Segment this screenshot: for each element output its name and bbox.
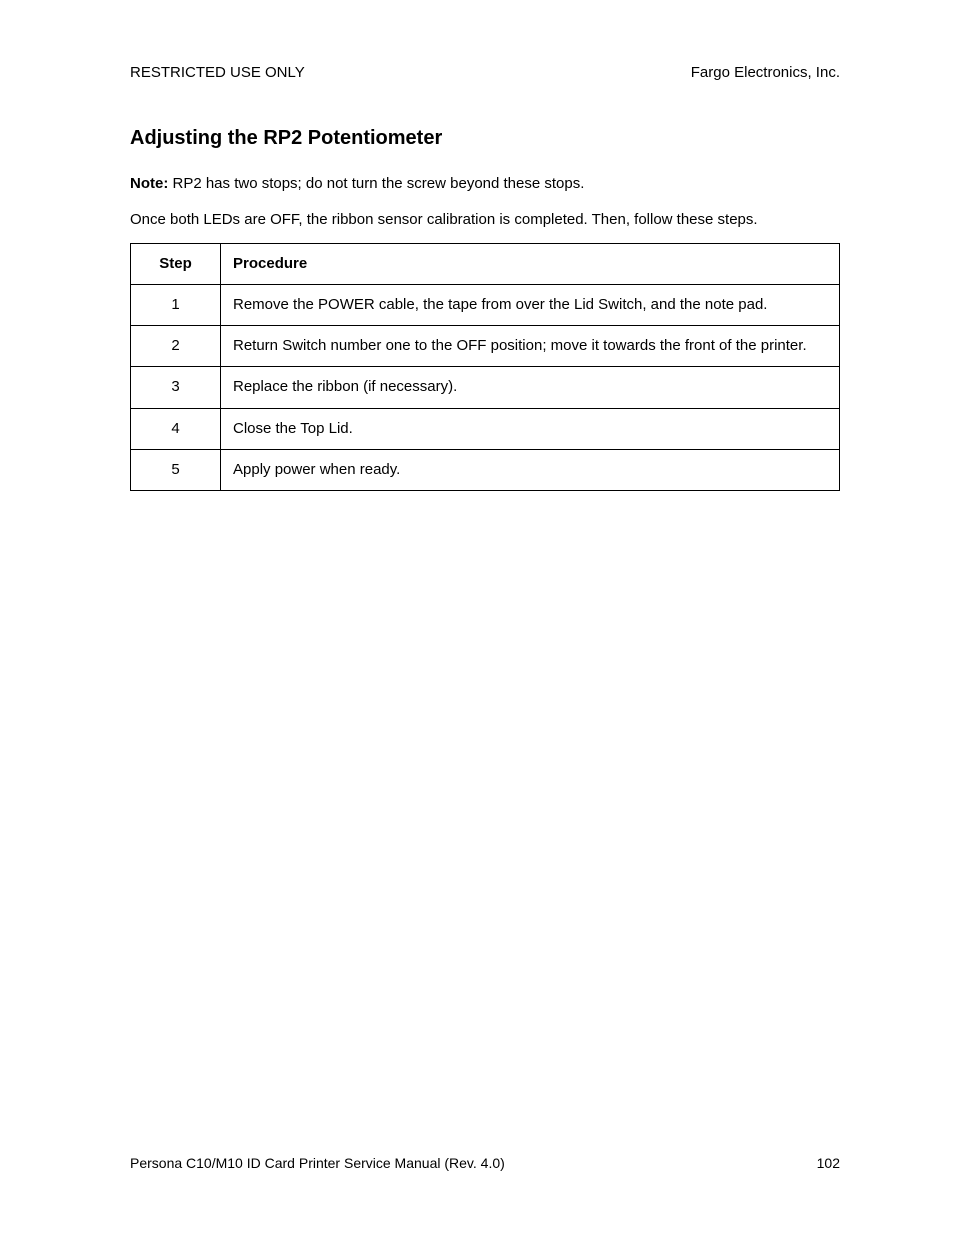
page-header: RESTRICTED USE ONLY Fargo Electronics, I… <box>130 64 840 81</box>
cell-procedure: Apply power when ready. <box>221 449 840 490</box>
cell-step: 5 <box>131 449 221 490</box>
cell-step: 3 <box>131 367 221 408</box>
cell-procedure: Close the Top Lid. <box>221 408 840 449</box>
cell-procedure: Replace the ribbon (if necessary). <box>221 367 840 408</box>
header-right: Fargo Electronics, Inc. <box>691 64 840 81</box>
cell-step: 1 <box>131 284 221 325</box>
procedure-table: Step Procedure 1 Remove the POWER cable,… <box>130 243 840 492</box>
table-row: 1 Remove the POWER cable, the tape from … <box>131 284 840 325</box>
document-page: RESTRICTED USE ONLY Fargo Electronics, I… <box>0 0 954 491</box>
cell-procedure: Remove the POWER cable, the tape from ov… <box>221 284 840 325</box>
table-row: 5 Apply power when ready. <box>131 449 840 490</box>
note-label: Note: <box>130 175 168 192</box>
col-header-step: Step <box>131 243 221 284</box>
cell-procedure: Return Switch number one to the OFF posi… <box>221 326 840 367</box>
page-number: 102 <box>817 1155 840 1171</box>
table-row: 4 Close the Top Lid. <box>131 408 840 449</box>
col-header-procedure: Procedure <box>221 243 840 284</box>
note-line: Note: RP2 has two stops; do not turn the… <box>130 174 840 194</box>
table-row: 2 Return Switch number one to the OFF po… <box>131 326 840 367</box>
note-text: RP2 has two stops; do not turn the screw… <box>168 175 584 192</box>
header-left: RESTRICTED USE ONLY <box>130 64 305 81</box>
page-footer: Persona C10/M10 ID Card Printer Service … <box>130 1155 840 1171</box>
section-title: Adjusting the RP2 Potentiometer <box>130 127 840 150</box>
cell-step: 2 <box>131 326 221 367</box>
footer-manual-title: Persona C10/M10 ID Card Printer Service … <box>130 1155 505 1171</box>
intro-paragraph: Once both LEDs are OFF, the ribbon senso… <box>130 210 840 230</box>
table-header-row: Step Procedure <box>131 243 840 284</box>
cell-step: 4 <box>131 408 221 449</box>
table-row: 3 Replace the ribbon (if necessary). <box>131 367 840 408</box>
